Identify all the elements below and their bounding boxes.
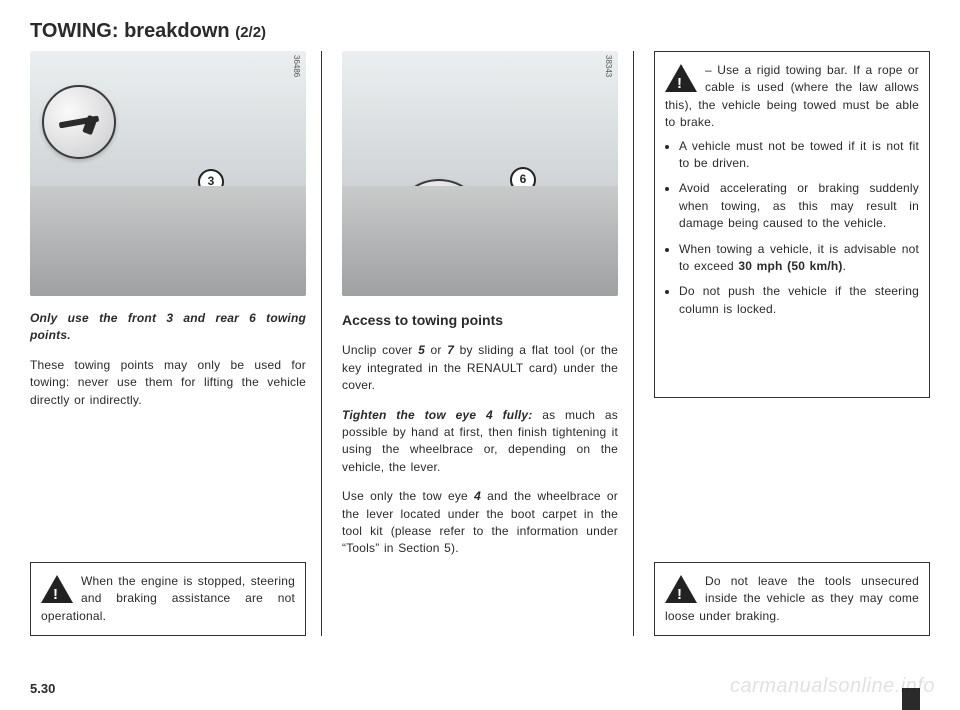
- arrow-icon: [420, 209, 446, 239]
- t: Tighten the tow eye: [342, 408, 486, 422]
- leader-line: [542, 231, 562, 232]
- content-columns: 36486 3 4 5 Only use the front 3 and rea…: [30, 51, 930, 636]
- page-number: 5.30: [30, 681, 55, 696]
- car-sketch: 3 4 5: [38, 59, 298, 288]
- list-item: A vehicle must not be towed if it is not…: [679, 138, 919, 173]
- warning-text: When the engine is stopped, steering and…: [41, 574, 295, 623]
- figure-rear-tow: 38343 6 7 4: [342, 51, 618, 296]
- col2-heading: Access to towing points: [342, 310, 618, 330]
- t: 30 mph (50 km/h): [738, 259, 842, 273]
- t: fully:: [493, 408, 533, 422]
- callout-circle: [42, 85, 116, 159]
- leader-line: [216, 248, 236, 254]
- t: Access to towing points: [342, 312, 503, 328]
- figure-front-tow: 36486 3 4 5: [30, 51, 306, 296]
- warning-lead: – Use a rigid towing bar. If a rope or c…: [665, 63, 919, 129]
- label-7: 7: [560, 219, 586, 245]
- col2-para1: Unclip cover 5 or 7 by sliding a flat to…: [342, 342, 618, 394]
- t: 5: [418, 343, 425, 357]
- list-item: Do not push the vehicle if the steering …: [679, 283, 919, 318]
- t: 6: [249, 311, 256, 325]
- column-2: 38343 6 7 4 Access to towing points Uncl…: [342, 51, 634, 636]
- column-1: 36486 3 4 5 Only use the front 3 and rea…: [30, 51, 322, 636]
- warning-tools-unsecured: Do not leave the tools unsecured inside …: [654, 562, 930, 636]
- warning-icon: [665, 64, 697, 92]
- col2-para2: Tighten the tow eye 4 fully: as much as …: [342, 407, 618, 477]
- t: 4: [474, 489, 481, 503]
- t: Only use the front: [30, 311, 166, 325]
- page-title: TOWING: breakdown (2/2): [30, 20, 930, 43]
- title-main: TOWING: breakdown: [30, 20, 235, 42]
- callout-circle: [392, 179, 486, 273]
- col2-para3: Use only the tow eye 4 and the wheelbrac…: [342, 488, 618, 558]
- list-item: Avoid accelerating or braking suddenly w…: [679, 180, 919, 232]
- warning-engine-stopped: When the engine is stopped, steering and…: [30, 562, 306, 636]
- leader-line: [523, 186, 528, 202]
- col1-para2: These towing points may only be used for…: [30, 357, 306, 409]
- warning-icon: [41, 575, 73, 603]
- warning-list: A vehicle must not be towed if it is not…: [665, 138, 919, 319]
- col3-bottom: Do not leave the tools unsecured inside …: [654, 562, 930, 636]
- label-4: 4: [233, 237, 259, 263]
- t: Unclip cover: [342, 343, 418, 357]
- car-sketch: 6 7 4: [350, 59, 610, 288]
- t: and rear: [173, 311, 249, 325]
- manual-page: TOWING: breakdown (2/2) 36486 3 4 5 Only: [0, 0, 960, 710]
- warning-towing-rules: – Use a rigid towing bar. If a rope or c…: [654, 51, 930, 398]
- t: Use only the tow eye: [342, 489, 474, 503]
- watermark: carmanualsonline.info: [730, 675, 935, 698]
- list-item: When towing a vehicle, it is advisable n…: [679, 241, 919, 276]
- warning-text: Do not leave the tools unsecured inside …: [665, 574, 919, 623]
- leader-line: [519, 257, 528, 271]
- label-6: 6: [510, 167, 536, 193]
- leader-line: [199, 257, 210, 272]
- label-5: 5: [178, 269, 204, 295]
- col1-para1: Only use the front 3 and rear 6 towing p…: [30, 310, 306, 345]
- t: or: [425, 343, 447, 357]
- arrow-icon: [454, 209, 480, 239]
- t: 4: [486, 408, 493, 422]
- warning-icon: [665, 575, 697, 603]
- t: .: [843, 259, 847, 273]
- label-3: 3: [198, 169, 224, 195]
- col1-bottom: When the engine is stopped, steering and…: [30, 562, 306, 636]
- title-sub: (2/2): [235, 24, 266, 41]
- callout-circle: [42, 199, 116, 273]
- label-4: 4: [505, 269, 531, 295]
- column-3: – Use a rigid towing bar. If a rope or c…: [654, 51, 930, 636]
- leader-line: [213, 186, 220, 203]
